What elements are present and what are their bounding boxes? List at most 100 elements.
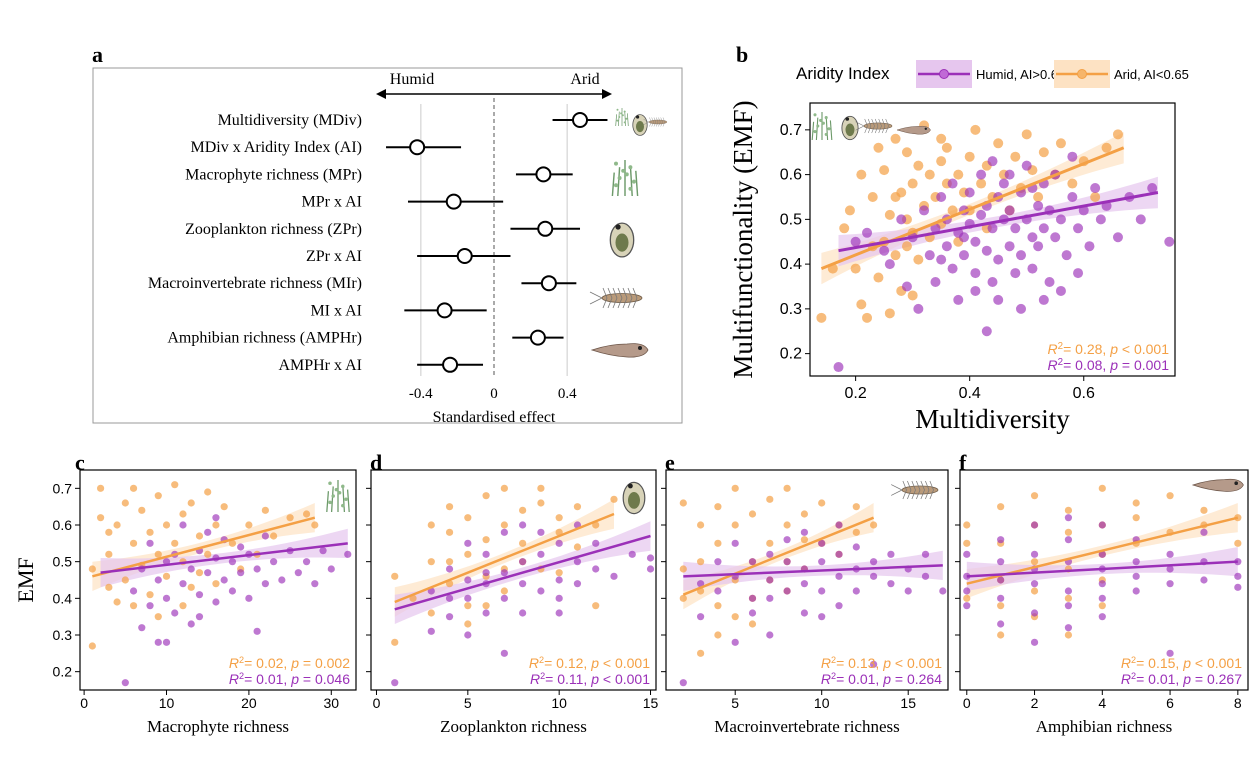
y-tick-label: 0.7 [780, 122, 802, 139]
humid-point [976, 169, 987, 180]
x-axis-label: Macrophyte richness [147, 717, 289, 736]
humid-point [1050, 232, 1061, 243]
humid-point [1098, 521, 1106, 529]
arid-point [963, 594, 971, 602]
humid-point [195, 613, 204, 621]
humid-point [1038, 223, 1049, 234]
humid-point [1064, 602, 1073, 610]
humid-point [1112, 232, 1123, 243]
humid-point [628, 550, 636, 558]
humid-fit-line [838, 191, 1159, 253]
humid-point [835, 602, 843, 610]
humid-point [800, 580, 809, 588]
arid-point [997, 602, 1005, 610]
arid-point [947, 205, 958, 216]
arid-stat: R2= 0.28, p < 0.001 [1048, 341, 1170, 358]
humid-point [555, 609, 563, 617]
y-tick-label: 0.4 [53, 590, 73, 606]
y-tick-label: 0.6 [53, 517, 73, 533]
humid-point [731, 539, 739, 547]
arid-point [1064, 506, 1073, 514]
humid-point [997, 620, 1005, 628]
arid-point [890, 133, 901, 144]
arid-point [901, 241, 912, 252]
forest-row-label: AMPHr x AI [278, 357, 362, 374]
zooplankton-icon [632, 114, 648, 136]
humid-point [1090, 183, 1101, 194]
arid-point [445, 503, 454, 511]
arid-point [113, 521, 121, 529]
arid-point [105, 550, 113, 558]
humid-point [939, 587, 947, 595]
arid-point [870, 521, 878, 529]
humid-point [1098, 613, 1106, 621]
humid-point [896, 214, 907, 225]
humid-point [1061, 250, 1072, 261]
humid-point [327, 565, 335, 573]
humid-point [970, 236, 981, 247]
legend-title: Aridity Index [796, 64, 890, 83]
humid-point [748, 609, 757, 617]
plot-area [88, 481, 352, 687]
x-tick-label: 0 [373, 695, 381, 711]
humid-stat: R2= 0.01, p = 0.267 [1121, 671, 1242, 687]
humid-point [976, 209, 987, 220]
humid-point [482, 550, 490, 558]
humid-point [500, 649, 508, 657]
humid-point [646, 554, 655, 562]
humid-point [997, 576, 1005, 584]
x-tick-label: 0.6 [1073, 385, 1095, 402]
arid-fit-line [682, 516, 875, 596]
arid-point [154, 492, 162, 500]
arid-point [1098, 484, 1106, 492]
y-tick-label: 0.2 [780, 346, 802, 363]
humid-point [228, 587, 237, 595]
humid-point [253, 565, 261, 573]
humid-point [714, 558, 722, 566]
humid-point [1010, 268, 1021, 279]
tadpole-icon [896, 125, 931, 135]
arid-fit-line [820, 146, 1125, 270]
humid-point [970, 285, 981, 296]
humid-point [187, 620, 195, 628]
humid-point [921, 550, 930, 558]
humid-point [1004, 205, 1015, 216]
arid-fit-line [92, 516, 316, 578]
humid-point [464, 576, 472, 584]
humid-point [294, 569, 302, 577]
arid-point [818, 499, 826, 507]
arid-point [162, 521, 171, 529]
arid-point [129, 602, 138, 610]
humid-point [987, 223, 998, 234]
forest-point [409, 139, 426, 156]
x-tick-label: 0.2 [845, 385, 867, 402]
arid-point [731, 484, 739, 492]
zooplankton-icon [609, 222, 635, 258]
arid-stat: R2= 0.15, p < 0.001 [1121, 655, 1242, 671]
humid-point [835, 550, 843, 558]
arid-point [482, 602, 490, 610]
humid-point [311, 580, 319, 588]
panel-d: 0 5 10 15 Zooplankton richness R2= 0.12, p < … [366, 469, 659, 736]
humid-fit-line [100, 542, 348, 574]
x-tick-label: 6 [1166, 695, 1174, 711]
legend-arid [1054, 60, 1110, 88]
arid-point [879, 165, 890, 176]
humid-point [963, 587, 971, 595]
humid-point [537, 528, 545, 536]
panel-letter-f: f [959, 450, 967, 475]
humid-point [958, 250, 969, 261]
arid-point [212, 521, 220, 529]
arid-point [121, 499, 129, 507]
arid-point [714, 631, 722, 639]
humid-point [1135, 214, 1146, 225]
humid-point [500, 569, 508, 577]
humid-point [947, 263, 958, 274]
x-tick-label: 10 [551, 695, 567, 711]
humid-point [1166, 565, 1174, 573]
arid-point [427, 558, 435, 566]
macroinvertebrate-icon [891, 480, 939, 500]
humid-point [1095, 214, 1106, 225]
humid-point [958, 232, 969, 243]
x-axis-label: Macroinvertebrate richness [714, 717, 900, 736]
